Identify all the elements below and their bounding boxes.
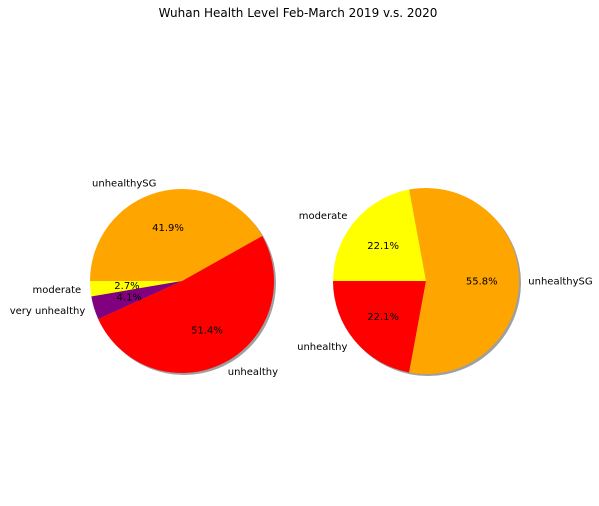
slice-label-unhealthy: unhealthy (297, 342, 347, 353)
slice-percent-unhealthy: 51.4% (191, 326, 223, 337)
slice-label-moderate: moderate (32, 285, 81, 296)
slice-label-moderate: moderate (299, 211, 348, 222)
slice-label-very-unhealthy: very unhealthy (10, 306, 86, 317)
figure-title: Wuhan Health Level Feb-March 2019 v.s. 2… (159, 6, 438, 20)
slice-percent-unhealthysg: 55.8% (466, 277, 498, 288)
pie-chart-2020: unhealthy 22.1% unhealthySG 55.8% moderate 22… (297, 188, 593, 376)
pie-chart-2019: moderate 2.7%very unhealthy4.1%unhealthy5… (10, 179, 278, 378)
slice-percent-moderate: 22.1% (367, 241, 399, 252)
slice-label-unhealthy: unhealthy (228, 367, 278, 378)
slice-label-unhealthysg: unhealthySG (92, 179, 156, 190)
slice-percent-unhealthysg: 41.9% (152, 223, 184, 234)
slice-percent-unhealthy: 22.1% (367, 312, 399, 323)
slice-label-unhealthysg: unhealthySG (528, 277, 592, 288)
